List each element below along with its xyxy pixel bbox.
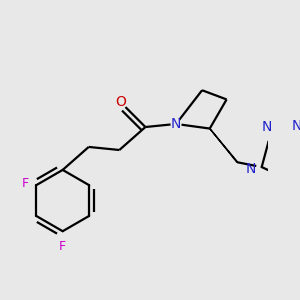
Text: N: N	[245, 162, 256, 176]
Text: F: F	[21, 177, 28, 190]
Text: N: N	[171, 117, 181, 131]
Text: F: F	[59, 240, 66, 254]
Text: N: N	[262, 120, 272, 134]
Text: O: O	[116, 94, 126, 109]
Polygon shape	[210, 129, 238, 163]
Text: N: N	[292, 119, 300, 133]
